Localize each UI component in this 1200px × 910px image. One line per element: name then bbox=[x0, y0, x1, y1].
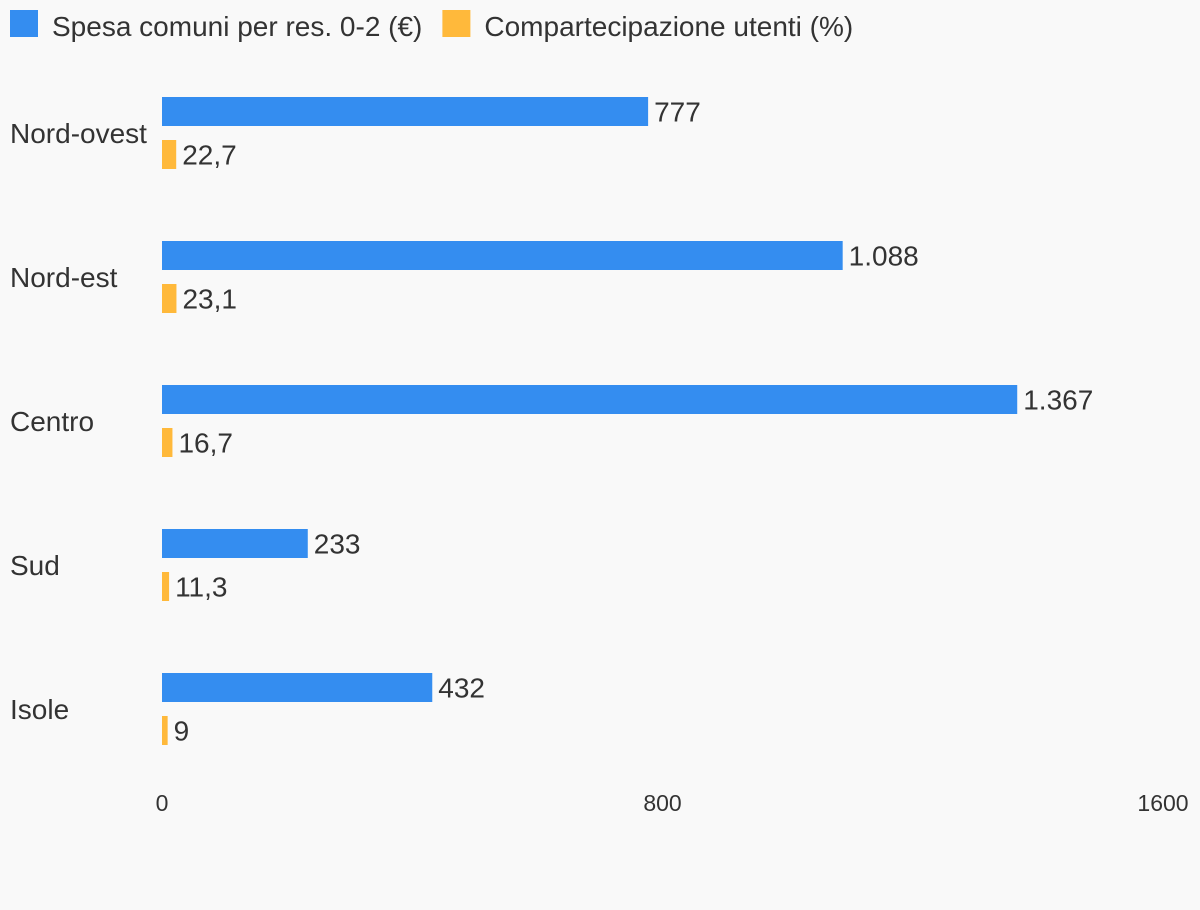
bar-series-1 bbox=[162, 97, 649, 126]
category-group-centro: Centro 1.367 16,7 bbox=[10, 385, 1093, 459]
data-label: 777 bbox=[654, 97, 701, 128]
data-label: 1.367 bbox=[1023, 385, 1093, 416]
plot-area: Nord-ovest 777 22,7 Nord-est 1.088 23,1 Centro… bbox=[10, 97, 1093, 747]
category-group-nord-est: Nord-est 1.088 23,1 bbox=[10, 241, 919, 315]
x-tick-label: 800 bbox=[643, 790, 681, 816]
legend-swatch-1 bbox=[10, 10, 38, 37]
category-group-isole: Isole 432 9 bbox=[10, 673, 485, 747]
bar-series-1 bbox=[162, 385, 1018, 414]
bar-series-2 bbox=[162, 284, 177, 313]
bar-series-1 bbox=[162, 673, 433, 702]
category-label: Isole bbox=[10, 694, 69, 725]
data-label: 233 bbox=[314, 529, 361, 560]
bar-series-1 bbox=[162, 241, 843, 270]
bar-series-2 bbox=[162, 572, 170, 601]
x-tick-label: 1600 bbox=[1137, 790, 1188, 816]
x-axis: 0 800 1600 bbox=[156, 790, 1189, 816]
category-label: Centro bbox=[10, 406, 94, 437]
x-tick-label: 0 bbox=[156, 790, 169, 816]
legend-label-1: Spesa comuni per res. 0-2 (€) bbox=[52, 11, 422, 42]
bar-series-2 bbox=[162, 140, 177, 169]
data-label: 11,3 bbox=[175, 572, 227, 603]
legend-label-2: Compartecipazione utenti (%) bbox=[484, 11, 853, 42]
bar-series-2 bbox=[162, 428, 173, 457]
category-label: Sud bbox=[10, 550, 60, 581]
bar-series-1 bbox=[162, 529, 308, 558]
data-label: 432 bbox=[438, 673, 485, 704]
legend-swatch-2 bbox=[442, 10, 471, 37]
data-label: 1.088 bbox=[849, 241, 919, 272]
category-label: Nord-ovest bbox=[10, 118, 147, 149]
category-group-sud: Sud 233 11,3 bbox=[10, 529, 360, 603]
category-group-nord-ovest: Nord-ovest 777 22,7 bbox=[10, 97, 701, 171]
data-label: 16,7 bbox=[178, 428, 233, 459]
legend: Spesa comuni per res. 0-2 (€) Compartecip… bbox=[10, 10, 853, 42]
data-label: 23,1 bbox=[182, 284, 237, 315]
data-label: 22,7 bbox=[182, 140, 237, 171]
bar-series-2 bbox=[162, 716, 168, 745]
data-label: 9 bbox=[174, 716, 190, 747]
category-label: Nord-est bbox=[10, 262, 118, 293]
